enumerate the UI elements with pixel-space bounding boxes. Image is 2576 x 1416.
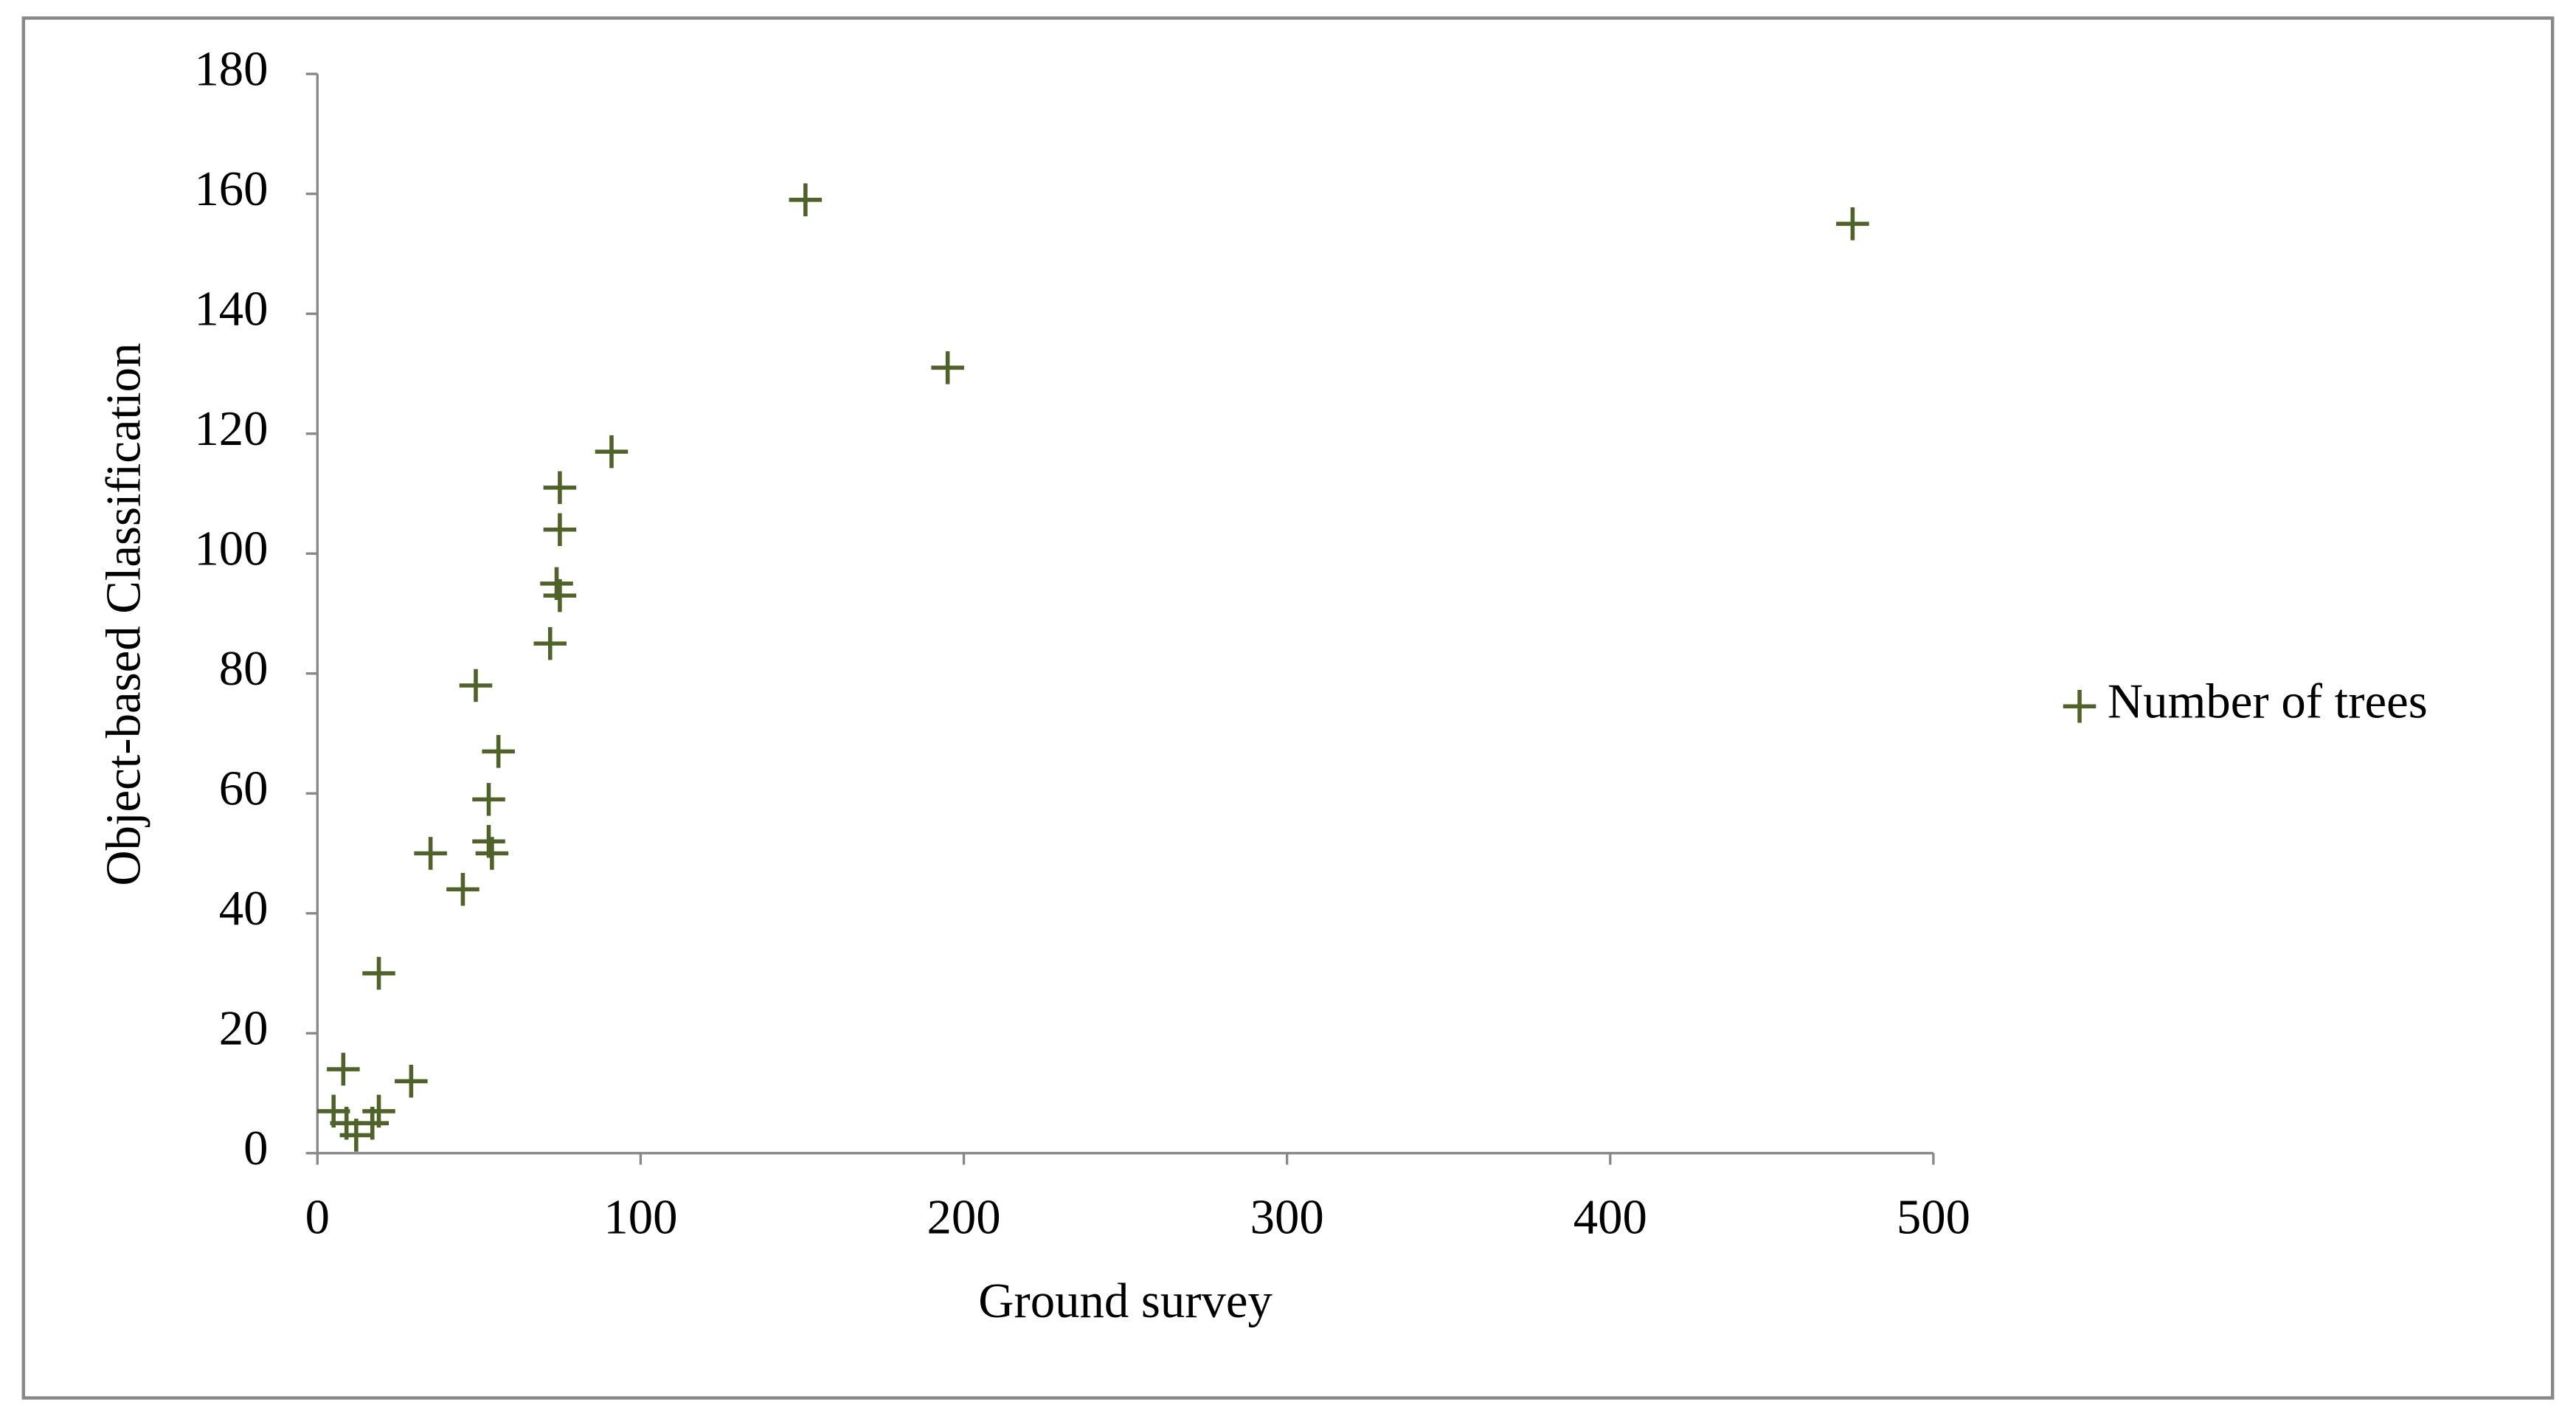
data-point	[543, 579, 577, 612]
data-point	[543, 513, 577, 546]
data-point	[459, 669, 493, 702]
data-point	[931, 351, 964, 384]
y-tick-label: 120	[194, 401, 268, 456]
data-point	[414, 837, 447, 870]
y-tick-label: 0	[243, 1121, 268, 1175]
data-point	[595, 435, 629, 469]
y-tick-label: 100	[194, 522, 268, 576]
data-point	[1836, 207, 1869, 241]
data-point	[395, 1065, 428, 1098]
chart-border	[21, 16, 2555, 1400]
data-point	[472, 783, 505, 816]
x-tick-label: 500	[1897, 1190, 1970, 1245]
data-point	[362, 1094, 395, 1128]
y-tick-label: 80	[219, 641, 269, 696]
y-tick-label: 180	[194, 42, 268, 97]
x-tick-label: 200	[927, 1190, 1000, 1245]
data-point	[327, 1052, 360, 1086]
legend-marker	[2063, 690, 2097, 723]
y-tick-label: 20	[219, 1001, 269, 1056]
data-point	[543, 471, 577, 505]
x-tick-label: 0	[305, 1190, 330, 1245]
x-tick-label: 400	[1573, 1190, 1647, 1245]
data-point	[475, 837, 509, 870]
x-tick-label: 300	[1250, 1190, 1324, 1245]
y-tick-label: 60	[219, 761, 269, 816]
legend-label: Number of trees	[2108, 674, 2428, 729]
x-axis-label: Ground survey	[978, 1274, 1273, 1328]
data-point	[362, 956, 395, 990]
y-tick-label: 40	[219, 881, 269, 936]
y-tick-label: 140	[194, 282, 268, 336]
x-tick-label: 100	[603, 1190, 677, 1245]
y-tick-label: 160	[194, 162, 268, 216]
data-point	[482, 735, 515, 768]
y-axis-label: Object-based Classification	[97, 343, 151, 886]
data-point	[446, 873, 479, 906]
data-point	[533, 626, 567, 660]
data-point	[789, 183, 823, 217]
